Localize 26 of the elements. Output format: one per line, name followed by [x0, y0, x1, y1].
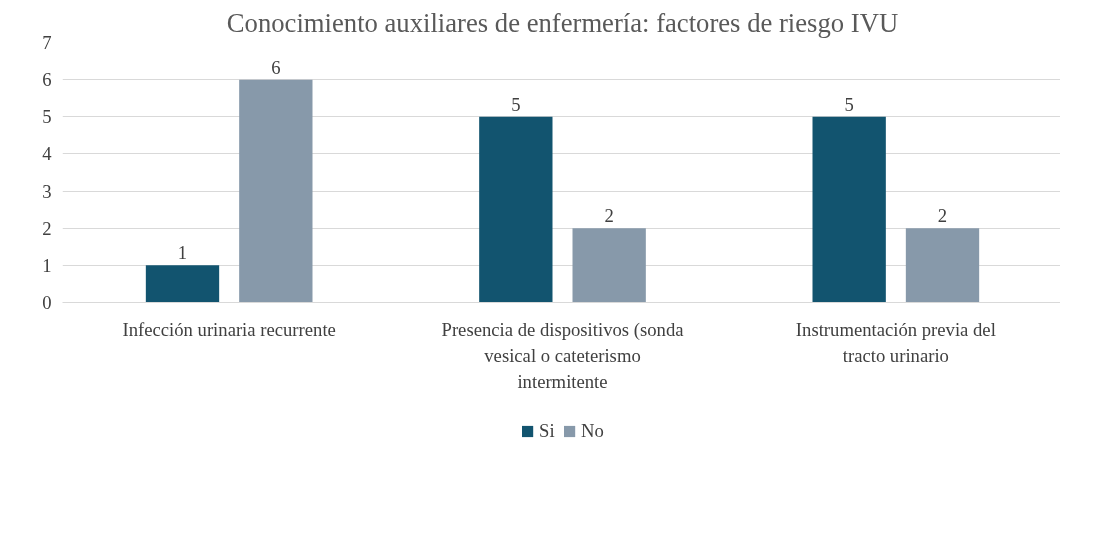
- legend-label: Si: [539, 420, 556, 442]
- legend-label: No: [581, 420, 604, 442]
- y-tick-label: 6: [42, 69, 52, 91]
- data-label: 5: [511, 93, 521, 115]
- data-label: 1: [177, 242, 188, 264]
- bar: [572, 228, 646, 303]
- y-tick-label: 5: [42, 106, 52, 128]
- bar: [812, 116, 886, 303]
- bar: [905, 228, 980, 303]
- data-label: 6: [271, 56, 281, 78]
- y-tick-label: 4: [42, 143, 53, 165]
- data-label: 2: [937, 205, 948, 227]
- x-tick-label: Infección urinaria recurrente: [122, 319, 336, 341]
- data-label: 5: [844, 93, 854, 115]
- data-label: 2: [604, 205, 614, 227]
- bar: [479, 116, 553, 303]
- y-tick-label: 7: [42, 32, 52, 53]
- bar: [145, 265, 220, 303]
- y-tick-label: 2: [42, 217, 52, 239]
- y-tick-label: 3: [42, 180, 52, 202]
- bar: [239, 79, 313, 303]
- x-tick-label: Instrumentación previa del tracto urinario: [795, 319, 996, 367]
- chart-title: Conocimiento auxiliares de enfermería: factores de riesgo IVU: [226, 7, 899, 38]
- x-tick-label: Presencia de dispositivos (sonda vesical o cateterismo intermitente: [441, 319, 685, 393]
- y-tick-label: 0: [42, 292, 52, 313]
- y-tick-label: 1: [42, 254, 52, 276]
